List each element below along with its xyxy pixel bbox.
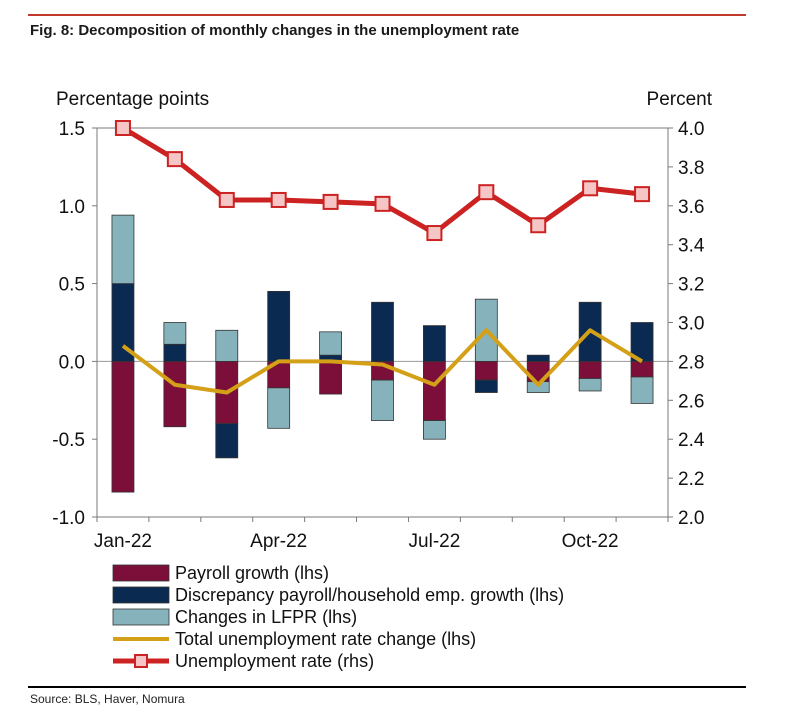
x-tick-label: Jul-22 bbox=[409, 531, 461, 552]
bar-lfpr-6 bbox=[423, 420, 446, 440]
left-tick-label: 0.5 bbox=[59, 275, 85, 296]
legend-unemployment-rate-label: Unemployment rate (rhs) bbox=[175, 651, 374, 671]
total-change-line bbox=[121, 328, 644, 395]
top-rule bbox=[28, 14, 746, 16]
bar-lfpr-8 bbox=[526, 381, 550, 393]
bar-payroll-7 bbox=[474, 360, 498, 381]
unemployment-rate-marker-8 bbox=[530, 217, 547, 234]
legend-discrepancy-swatch bbox=[112, 586, 170, 604]
unemployment-rate-marker-2 bbox=[218, 191, 235, 208]
right-axis-title: Percent bbox=[647, 89, 713, 110]
unemployment-rate-line bbox=[121, 125, 643, 236]
unemployment-rate-marker-10 bbox=[634, 186, 651, 203]
unemployment-rate-marker-5 bbox=[374, 195, 391, 212]
right-tick-label: 2.2 bbox=[678, 469, 704, 490]
bar-discrepancy-8 bbox=[526, 354, 550, 362]
bar-lfpr-0 bbox=[111, 214, 135, 284]
x-tick-label: Apr-22 bbox=[250, 531, 307, 552]
left-tick-label: 1.5 bbox=[59, 119, 85, 140]
bar-discrepancy-1 bbox=[163, 343, 187, 362]
bar-discrepancy-3 bbox=[267, 290, 291, 362]
unemployment-rate-marker-4 bbox=[322, 193, 339, 210]
unemployment-rate-marker-9 bbox=[582, 180, 599, 197]
unemployment-rate-marker-3 bbox=[270, 191, 287, 208]
legend-unemployment-rate-marker bbox=[134, 654, 148, 668]
right-tick-label: 3.0 bbox=[678, 314, 704, 335]
left-axis-title: Percentage points bbox=[56, 89, 209, 110]
legend-total-change-label: Total unemployment rate change (lhs) bbox=[175, 629, 476, 649]
right-tick-label: 2.6 bbox=[678, 391, 704, 412]
bar-lfpr-9 bbox=[578, 378, 602, 392]
bar-lfpr-5 bbox=[371, 379, 394, 421]
legend-lfpr-swatch bbox=[112, 608, 170, 626]
source-note: Source: BLS, Haver, Nomura bbox=[30, 692, 185, 706]
bar-payroll-10 bbox=[630, 360, 654, 378]
figure-title: Fig. 8: Decomposition of monthly changes… bbox=[30, 22, 520, 39]
left-tick-label: 0.0 bbox=[59, 352, 85, 373]
x-tick-label: Jan-22 bbox=[94, 531, 152, 552]
unemployment-rate-marker-1 bbox=[166, 151, 183, 168]
bar-lfpr-3 bbox=[267, 387, 291, 429]
bar-lfpr-4 bbox=[319, 331, 342, 356]
right-tick-label: 4.0 bbox=[678, 119, 704, 140]
right-tick-label: 2.0 bbox=[678, 508, 704, 529]
bar-discrepancy-7 bbox=[474, 379, 498, 393]
bar-discrepancy-2 bbox=[215, 423, 239, 459]
legend-payroll-label: Payroll growth (lhs) bbox=[175, 563, 329, 583]
left-tick-label: 1.0 bbox=[59, 197, 85, 218]
right-tick-label: 3.2 bbox=[678, 275, 704, 296]
unemployment-rate-marker-7 bbox=[478, 184, 495, 201]
bar-payroll-6 bbox=[423, 360, 446, 421]
left-tick-label: -1.0 bbox=[52, 508, 85, 529]
legend-payroll-swatch bbox=[112, 564, 170, 582]
legend-discrepancy-label: Discrepancy payroll/household emp. growt… bbox=[175, 585, 564, 605]
right-tick-label: 3.4 bbox=[678, 236, 705, 257]
bar-lfpr-1 bbox=[163, 322, 187, 345]
right-tick-label: 2.4 bbox=[678, 430, 705, 451]
bar-payroll-1 bbox=[163, 360, 187, 428]
bottom-rule bbox=[28, 686, 746, 688]
bar-payroll-9 bbox=[578, 360, 602, 379]
bar-lfpr-2 bbox=[215, 329, 239, 362]
x-tick-label: Oct-22 bbox=[562, 531, 619, 552]
left-tick-label: -0.5 bbox=[52, 430, 85, 451]
right-tick-label: 3.6 bbox=[678, 197, 704, 218]
bar-discrepancy-6 bbox=[423, 325, 446, 362]
bar-payroll-0 bbox=[111, 360, 135, 493]
bar-discrepancy-5 bbox=[371, 301, 394, 362]
legend-lfpr-label: Changes in LFPR (lhs) bbox=[175, 607, 357, 627]
right-tick-label: 3.8 bbox=[678, 158, 704, 179]
unemployment-rate-marker-0 bbox=[114, 120, 131, 136]
unemployment-rate-marker-6 bbox=[426, 225, 443, 242]
bar-lfpr-10 bbox=[630, 376, 654, 404]
right-tick-label: 2.8 bbox=[678, 352, 704, 373]
bar-payroll-4 bbox=[319, 360, 342, 395]
